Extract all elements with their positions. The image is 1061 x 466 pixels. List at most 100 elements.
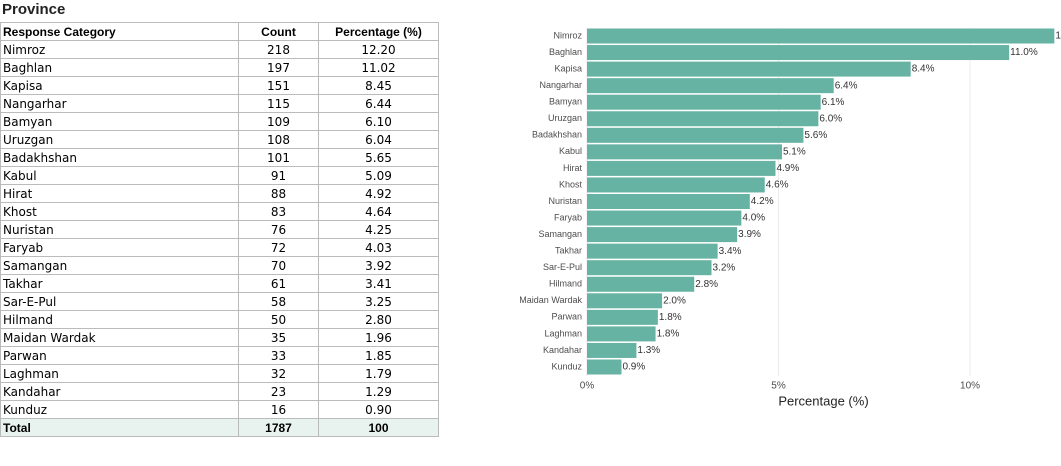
table-row: Nangarhar 115 6.44 [0, 94, 439, 113]
y-tick-label: Badakhshan [532, 130, 582, 140]
bar [587, 309, 658, 325]
value-label: 3.4% [719, 246, 742, 257]
y-tick-label: Sar-E-Pul [543, 262, 582, 272]
value-label: 3.9% [738, 229, 761, 240]
table-cell: Hilmand [0, 310, 239, 329]
bar [587, 61, 911, 77]
y-tick-label: Hirat [563, 163, 583, 173]
value-label: 1.8% [657, 329, 680, 340]
table-title: Province [2, 1, 66, 18]
y-tick-label: Kunduz [551, 361, 582, 371]
x-tick-label: 0% [580, 381, 595, 392]
bar [587, 127, 804, 143]
table-cell: 6.44 [318, 94, 439, 113]
y-tick-label: Bamyan [549, 97, 582, 107]
bar [587, 78, 834, 94]
y-tick-label: Nimroz [554, 30, 583, 40]
y-tick-label: Khost [559, 179, 583, 189]
value-label: 6.0% [819, 113, 842, 124]
bar [587, 227, 738, 243]
value-label: 11.0% [1010, 47, 1038, 58]
table-row: Hilmand 50 2.80 [0, 310, 439, 329]
table-row: Total 1787 100 [0, 418, 439, 437]
table-cell: 197 [238, 58, 319, 77]
table-row: Kunduz 16 0.90 [0, 400, 439, 419]
value-label: 6.4% [835, 80, 858, 91]
value-label: 5.6% [804, 130, 827, 141]
value-label: 1.3% [637, 345, 660, 356]
value-label: 0.9% [622, 362, 645, 373]
table-row: Kapisa 151 8.45 [0, 76, 439, 95]
bar [587, 45, 1010, 61]
table-cell: Percentage (%) [318, 22, 439, 41]
value-label: 6.1% [822, 97, 845, 108]
value-label: 4.6% [766, 180, 789, 191]
table-cell: 76 [238, 220, 319, 239]
y-tick-label: Hilmand [549, 279, 582, 289]
x-axis-title: Percentage (%) [778, 393, 868, 408]
value-label: 12.2% [1055, 31, 1061, 42]
bar [587, 260, 712, 276]
table-row: Uruzgan 108 6.04 [0, 130, 439, 149]
table-row: Nuristan 76 4.25 [0, 220, 439, 239]
table-cell: 61 [238, 274, 319, 293]
y-tick-label: Baghlan [549, 47, 582, 57]
value-label: 4.9% [776, 163, 799, 174]
table-cell: 101 [238, 148, 319, 167]
y-tick-label: Kabul [559, 146, 582, 156]
table-cell: Count [238, 22, 319, 41]
y-tick-label: Takhar [555, 246, 582, 256]
bar [587, 144, 782, 160]
table-row: Sar-E-Pul 58 3.25 [0, 292, 439, 311]
table-cell: Total [0, 418, 239, 437]
bar [587, 194, 750, 209]
bar [587, 293, 663, 309]
y-tick-label: Kapisa [554, 63, 582, 73]
value-label: 4.0% [742, 213, 765, 224]
bar [587, 210, 742, 226]
bar [587, 28, 1055, 44]
table-cell: 108 [238, 130, 319, 149]
value-label: 2.0% [663, 295, 686, 306]
value-label: 8.4% [912, 64, 935, 75]
data-table: Response Category Count Percentage (%) Nimr… [0, 22, 439, 437]
table-cell: 23 [238, 382, 319, 401]
bar [587, 326, 656, 342]
value-label: 1.8% [659, 312, 682, 323]
table-row: Parwan 33 1.85 [0, 346, 439, 365]
y-tick-label: Nangarhar [539, 80, 582, 90]
value-label: 4.2% [751, 196, 774, 207]
bar [587, 276, 695, 292]
bar [587, 111, 819, 127]
value-label: 2.8% [695, 279, 718, 290]
bar [587, 177, 765, 193]
table-row: Faryab 72 4.03 [0, 238, 439, 257]
bar [587, 342, 637, 358]
table-cell: 3.92 [318, 256, 439, 275]
table-row: Takhar 61 3.41 [0, 274, 439, 293]
x-tick-label: 5% [771, 381, 786, 392]
table-cell: 1.85 [318, 346, 439, 365]
bar [587, 243, 718, 259]
y-tick-label: Kandahar [543, 345, 582, 355]
table-cell: Sar-E-Pul [0, 292, 239, 311]
y-tick-label: Uruzgan [548, 113, 582, 123]
table-cell: 0.90 [318, 400, 439, 419]
bar [587, 94, 821, 110]
value-label: 5.1% [783, 146, 806, 157]
y-tick-label: Samangan [538, 229, 582, 239]
bar [587, 160, 776, 176]
table-row: Response Category Count Percentage (%) [0, 22, 439, 41]
table-cell: 12.20 [318, 40, 439, 59]
x-tick-label: 10% [960, 381, 980, 392]
y-tick-label: Faryab [554, 212, 582, 222]
table-cell: 5.65 [318, 148, 439, 167]
y-tick-label: Maidan Wardak [519, 295, 582, 305]
y-tick-label: Laghman [544, 328, 582, 338]
value-label: 3.2% [712, 262, 735, 273]
table-row: Samangan 70 3.92 [0, 256, 439, 275]
y-tick-label: Nuristan [548, 196, 582, 206]
bar [587, 359, 622, 375]
